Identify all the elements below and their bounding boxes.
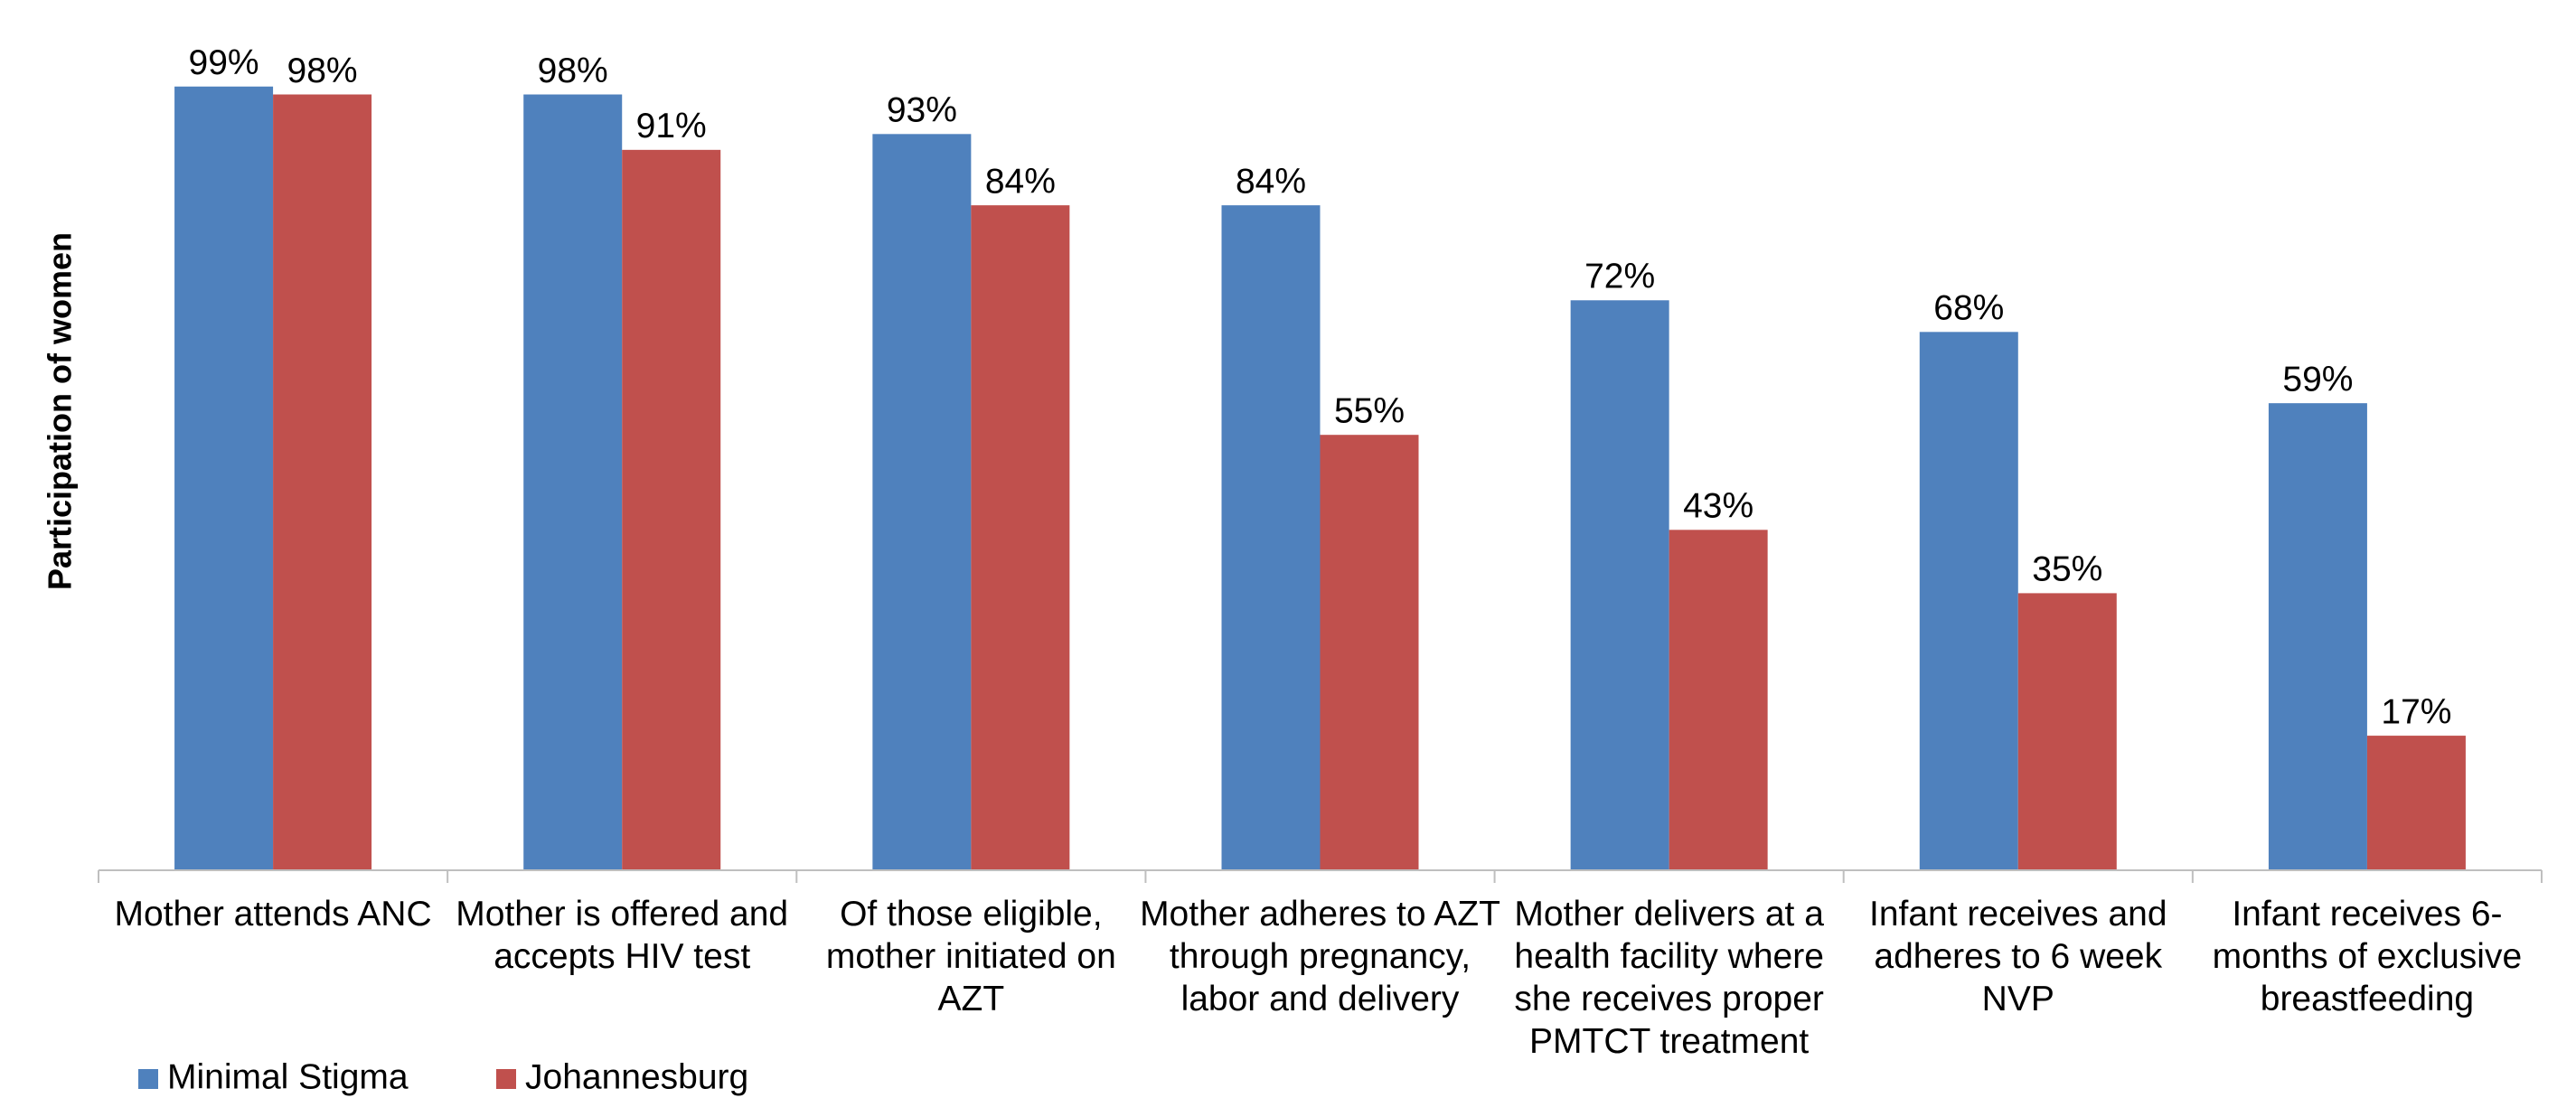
bar: [2017, 593, 2117, 870]
value-label: 84%: [985, 162, 1056, 201]
bar: [1221, 205, 1321, 870]
value-label: 98%: [287, 52, 358, 90]
bar: [2268, 403, 2367, 870]
bar: [1669, 530, 1768, 870]
bar: [622, 149, 721, 871]
value-label: 68%: [1933, 289, 2004, 328]
value-label: 17%: [2381, 692, 2451, 731]
bar: [174, 86, 274, 870]
value-label: 59%: [2282, 360, 2353, 399]
bar: [1919, 332, 2018, 870]
value-label: 98%: [538, 52, 608, 90]
value-label: 43%: [1683, 487, 1753, 526]
x-tick-label: Mother adheres to AZT through pregnancy,…: [1140, 895, 1500, 1018]
x-tick-label: Infant receives and adheres to 6 week NV…: [1869, 895, 2167, 1018]
y-axis-title: Participation of women: [42, 232, 79, 590]
bar: [1320, 435, 1419, 870]
legend-swatch: [138, 1069, 158, 1089]
bar: [1570, 300, 1669, 870]
bar: [273, 94, 372, 870]
value-label: 99%: [189, 43, 259, 82]
value-label: 55%: [1334, 391, 1405, 430]
bar: [971, 205, 1070, 870]
value-label: 35%: [2032, 550, 2102, 589]
value-label: 91%: [636, 107, 707, 145]
x-tick-label: Infant receives 6-months of exclusive br…: [2212, 895, 2523, 1018]
x-tick-label: Mother attends ANC: [114, 895, 432, 934]
value-label: 93%: [887, 91, 957, 130]
legend-label: Johannesburg: [525, 1057, 748, 1096]
x-tick-label: Mother is offered and accepts HIV test: [456, 895, 789, 976]
x-tick-label: Of those eligible, mother initiated on A…: [825, 895, 1116, 1018]
x-tick-label: Mother delivers at a health facility whe…: [1514, 895, 1824, 1061]
bar: [872, 134, 972, 870]
legend-label: Minimal Stigma: [167, 1057, 409, 1096]
bar: [523, 94, 623, 870]
legend-swatch: [496, 1069, 516, 1089]
bar: [2366, 736, 2466, 870]
value-label: 72%: [1584, 258, 1655, 296]
value-label: 84%: [1236, 162, 1306, 201]
